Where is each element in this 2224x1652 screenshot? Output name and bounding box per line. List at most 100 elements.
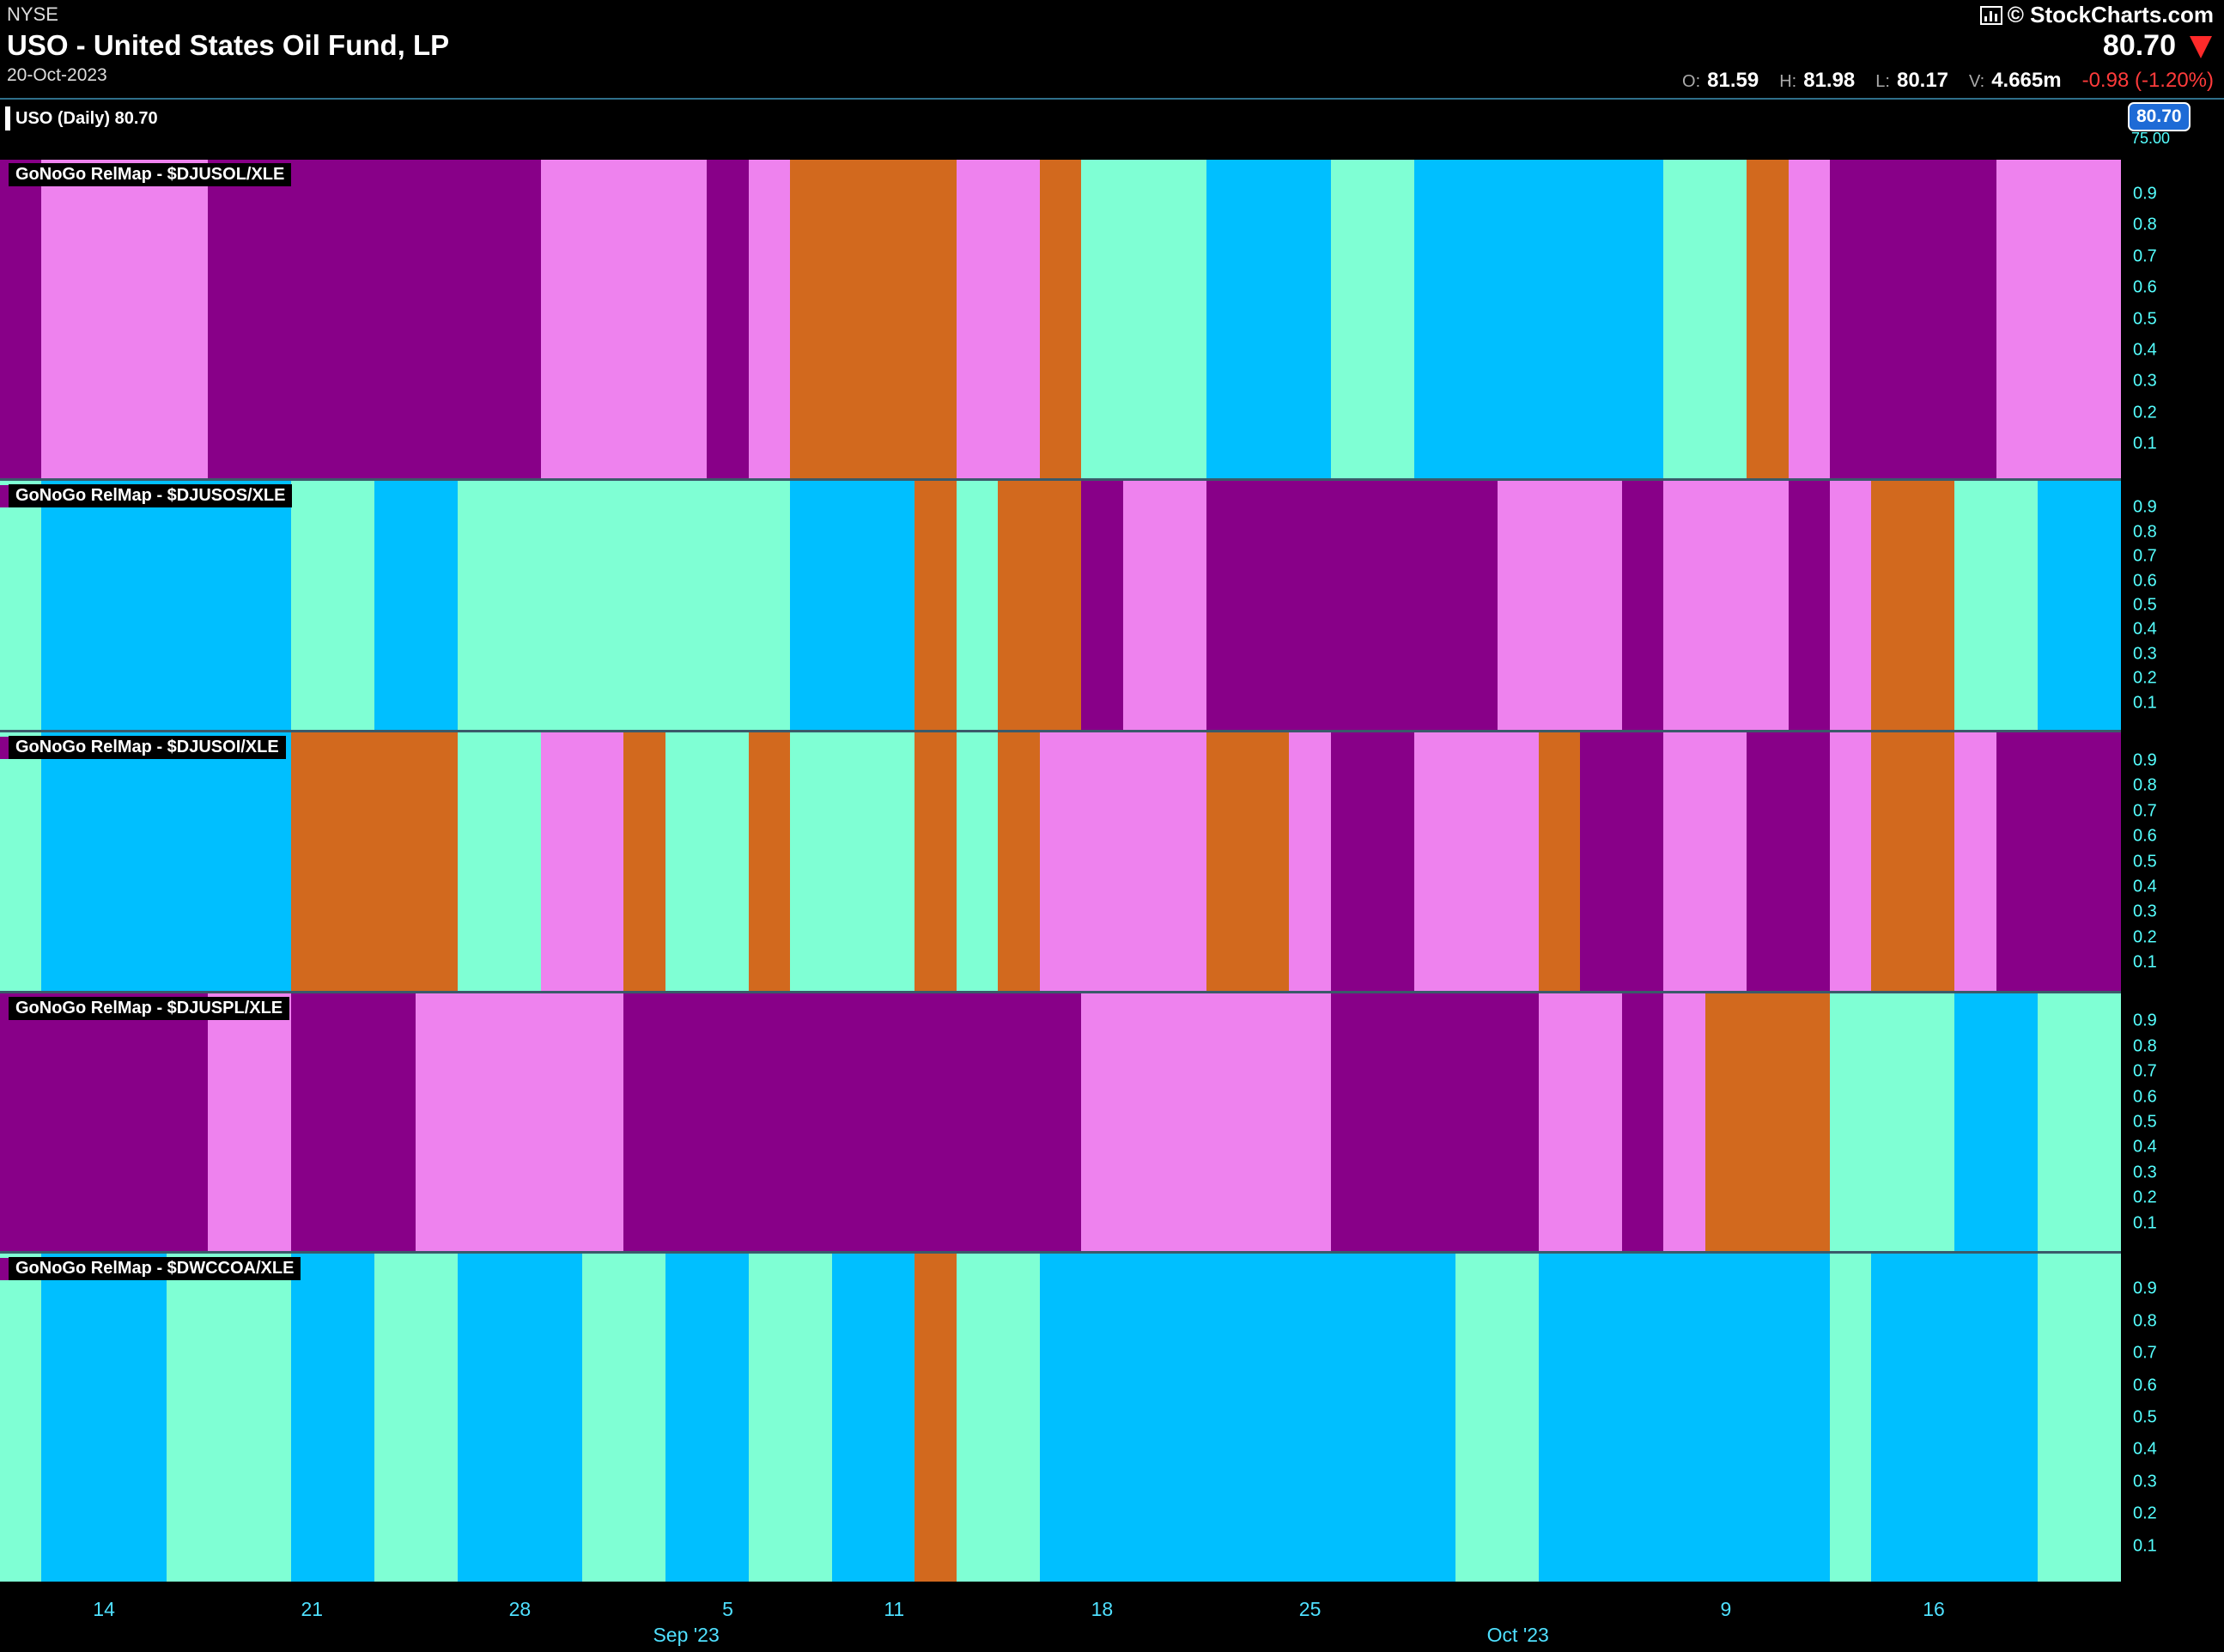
high-value: 81.98 [1803, 69, 1856, 92]
relmap-cell-blue [1497, 160, 1540, 478]
relmap-cell-pink [1954, 732, 1997, 991]
price-legend[interactable]: USO (Daily) 80.70 [5, 106, 158, 131]
stockcharts-brand[interactable]: © StockCharts.com [1979, 2, 2214, 28]
relmap-cell-blue [332, 1254, 375, 1582]
relmap-cell-blue [1122, 1254, 1165, 1582]
relmap-cell-blue [790, 481, 833, 730]
relmap-cell-pink [1122, 732, 1165, 991]
panel-y-axis: 0.9 0.8 0.7 0.6 0.5 0.4 0.3 0.2 0.1 [2130, 1254, 2215, 1582]
relmap-cell-aqua [1829, 1254, 1872, 1582]
relmap-cell-pink [1455, 732, 1498, 991]
panel-legend-text: GoNoGo RelMap - $DJUSOS/XLE [9, 484, 293, 507]
relmap-cell-blue [125, 481, 167, 730]
relmap-cell-aqua [540, 481, 583, 730]
relmap-cell-blue [707, 1254, 750, 1582]
relmap-cell-blue [82, 481, 125, 730]
relmap-cell-blue [1413, 1254, 1456, 1582]
date-axis: 14 21 28 5 11 18 25 9 16 Sep '23 Oct '23 [0, 1584, 2121, 1652]
relmap-cell-blue [1372, 1254, 1415, 1582]
relmap-cell-pink [1122, 993, 1165, 1251]
relmap-cell-blue [1413, 160, 1456, 478]
relmap-cell-blue [1455, 160, 1498, 478]
relmap-panel-5[interactable]: GoNoGo RelMap - $DWCCOA/XLE [0, 1254, 2121, 1582]
relmap-cell-blue [499, 1254, 542, 1582]
relmap-panel-4[interactable]: GoNoGo RelMap - $DJUSPL/XLE [0, 993, 2121, 1251]
relmap-cell-purple [166, 993, 209, 1251]
relmap-cell-orange [416, 732, 459, 991]
panel-legend[interactable]: GoNoGo RelMap - $DWCCOA/XLE [0, 1257, 301, 1280]
relmap-panel-1[interactable]: GoNoGo RelMap - $DJUSOL/XLE [0, 160, 2121, 478]
panel-legend[interactable]: GoNoGo RelMap - $DJUSOS/XLE [0, 484, 293, 507]
relmap-cell-aqua [1497, 1254, 1540, 1582]
y-tick-label: 0.7 [2133, 801, 2157, 820]
relmap-cell-blue [1039, 1254, 1082, 1582]
relmap-cell-pink [2079, 160, 2121, 478]
price-change: -0.98 (-1.20%) [2081, 69, 2214, 92]
price-panel[interactable]: USO (Daily) 80.70 [0, 100, 2121, 158]
relmap-cell-pink [457, 993, 500, 1251]
panel-legend-text: GoNoGo RelMap - $DJUSOL/XLE [9, 163, 292, 186]
relmap-cell-purple [457, 160, 500, 478]
relmap-cell-blue [1206, 1254, 1249, 1582]
volume-label: V: [1969, 72, 1985, 91]
relmap-cell-aqua [499, 481, 542, 730]
relmap-cell-aqua [0, 732, 43, 991]
relmap-cell-aqua [582, 1254, 625, 1582]
panel-y-axis: 0.9 0.8 0.7 0.6 0.5 0.4 0.3 0.2 0.1 [2130, 481, 2215, 730]
relmap-cell-aqua [416, 1254, 459, 1582]
relmap-cell-blue [208, 481, 251, 730]
relmap-cell-purple [707, 993, 750, 1251]
x-tick-label: 16 [1923, 1598, 1945, 1620]
legend-swatch [0, 997, 9, 1020]
open-label: O: [1682, 72, 1701, 91]
relmap-cell-orange [998, 481, 1041, 730]
symbol-title: USO - United States Oil Fund, LP [7, 29, 450, 61]
relmap-cell-purple [1330, 732, 1373, 991]
low-label: L: [1875, 72, 1890, 91]
relmap-cell-blue [1206, 160, 1249, 478]
relmap-cell-blue [249, 481, 292, 730]
relmap-cell-purple [291, 993, 334, 1251]
relmap-cell-pink [1497, 732, 1540, 991]
y-tick-label: 0.9 [2133, 1278, 2157, 1298]
relmap-cell-aqua [1122, 160, 1165, 478]
relmap-cell-pink [1538, 993, 1581, 1251]
y-tick-label: 0.3 [2133, 371, 2157, 391]
relmap-cell-blue [457, 1254, 500, 1582]
volume-value: 4.665m [1991, 69, 2062, 92]
relmap-cell-purple [915, 993, 957, 1251]
last-price: 80.70 [2102, 29, 2176, 62]
relmap-cell-purple [1912, 160, 1955, 478]
relmap-cell-pink [1081, 993, 1124, 1251]
relmap-cell-purple [1330, 481, 1373, 730]
relmap-cell-pink [956, 160, 999, 478]
relmap-cell-purple [1413, 993, 1456, 1251]
relmap-cell-pink [1788, 160, 1831, 478]
panel-divider [0, 1251, 2121, 1254]
relmap-cell-purple [1289, 481, 1332, 730]
panel-legend[interactable]: GoNoGo RelMap - $DJUSPL/XLE [0, 997, 290, 1020]
relmap-cell-aqua [208, 1254, 251, 1582]
chart-date: 20-Oct-2023 [7, 65, 107, 85]
relmap-cell-blue [125, 732, 167, 991]
relmap-cell-aqua [2038, 993, 2081, 1251]
relmap-cell-aqua [623, 481, 666, 730]
panel-legend-text: GoNoGo RelMap - $DJUSOI/XLE [9, 736, 286, 759]
relmap-cell-aqua [2079, 1254, 2121, 1582]
panel-legend[interactable]: GoNoGo RelMap - $DJUSOI/XLE [0, 736, 286, 759]
relmap-cell-aqua [748, 1254, 791, 1582]
relmap-cell-pink [1829, 732, 1872, 991]
relmap-panel-3[interactable]: GoNoGo RelMap - $DJUSOI/XLE [0, 732, 2121, 991]
y-tick-label: 0.9 [2133, 750, 2157, 769]
y-tick-label: 0.5 [2133, 595, 2157, 615]
y-tick-label: 0.8 [2133, 215, 2157, 234]
relmap-cell-purple [1788, 481, 1831, 730]
relmap-cell-orange [1912, 732, 1955, 991]
relmap-cell-purple [1871, 160, 1914, 478]
panel-legend[interactable]: GoNoGo RelMap - $DJUSOL/XLE [0, 163, 292, 186]
relmap-cell-purple [1081, 481, 1124, 730]
y-tick-label: 0.6 [2133, 1376, 2157, 1395]
relmap-panel-2[interactable]: GoNoGo RelMap - $DJUSOS/XLE [0, 481, 2121, 730]
relmap-cell-pink [582, 732, 625, 991]
relmap-cell-orange [1039, 481, 1082, 730]
